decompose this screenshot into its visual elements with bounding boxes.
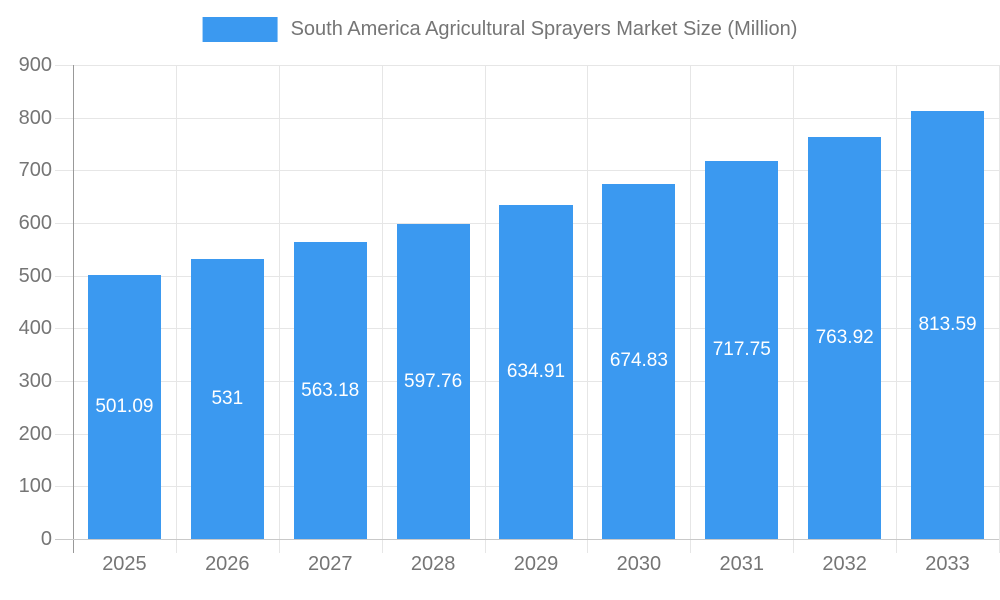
y-axis-tick-label: 200: [18, 422, 52, 445]
bar-value-label: 597.76: [404, 370, 463, 392]
bar-2028[interactable]: 597.76: [396, 224, 470, 539]
x-axis-tick-label: 2032: [822, 553, 867, 575]
bar-2029[interactable]: 634.91: [499, 204, 573, 539]
bar-value-label: 717.75: [712, 339, 771, 360]
x-axis-tick-label: 2029: [513, 553, 559, 575]
y-axis-tick-label: 400: [18, 317, 52, 340]
bar-2025[interactable]: 501.09: [87, 275, 161, 539]
x-gridline: [175, 65, 177, 553]
bar-value-label: 563.18: [301, 379, 360, 401]
x-gridline: [278, 65, 280, 553]
bar-value-label: 763.92: [815, 326, 874, 348]
x-axis-tick-label: 2026: [205, 553, 250, 575]
y-axis-tick-label: 800: [18, 106, 52, 129]
bar-2033[interactable]: 813.59: [911, 110, 985, 539]
x-axis-tick-label: 2031: [719, 553, 765, 575]
x-axis-tick-label: 2027: [307, 553, 353, 575]
y-axis-line: [73, 65, 74, 553]
x-axis-tick-label: 2030: [616, 553, 662, 575]
y-axis-tick-label: 500: [18, 264, 52, 287]
x-gridline: [793, 65, 795, 553]
bar-2032[interactable]: 763.92: [808, 136, 882, 539]
x-gridline: [484, 65, 486, 553]
x-axis-tick-label: 2025: [102, 553, 147, 575]
bar-2030[interactable]: 674.83: [602, 183, 676, 539]
plot-area: 0 100 200 300 400 500 600 700 800 900 501.09 2025 53…: [19, 55, 1000, 575]
x-axis-tick-label: 2033: [925, 553, 970, 575]
y-axis-tick-label: 0: [40, 528, 52, 550]
bar-value-label: 634.91: [506, 360, 566, 382]
chart-legend[interactable]: South America Agricultural Sprayers Mark…: [202, 17, 798, 42]
x-axis-line: [55, 539, 999, 540]
x-gridline: [381, 65, 383, 553]
bar-value-label: 531: [211, 388, 244, 410]
bar-2027[interactable]: 563.18: [293, 242, 367, 539]
legend-swatch-icon: [202, 17, 278, 42]
y-axis-tick-label: 700: [18, 159, 52, 182]
bar-2031[interactable]: 717.75: [705, 161, 779, 539]
x-gridline: [587, 65, 589, 553]
y-gridline: [55, 65, 999, 66]
y-gridline: [55, 117, 999, 119]
bar-value-label: 674.83: [609, 350, 668, 372]
x-gridline: [896, 65, 898, 553]
y-axis-tick-label: 100: [18, 475, 52, 498]
bar-2026[interactable]: 531: [190, 259, 264, 539]
y-gridline: [55, 170, 999, 172]
legend-label: South America Agricultural Sprayers Mark…: [290, 18, 798, 40]
bar-value-label: 501.09: [95, 396, 154, 418]
x-gridline: [690, 65, 692, 553]
y-axis-tick-label: 300: [18, 370, 52, 392]
y-axis-tick-label: 900: [18, 54, 52, 76]
x-axis-tick-label: 2028: [410, 553, 456, 575]
bar-value-label: 813.59: [918, 313, 977, 335]
y-axis-tick-label: 600: [18, 212, 52, 234]
